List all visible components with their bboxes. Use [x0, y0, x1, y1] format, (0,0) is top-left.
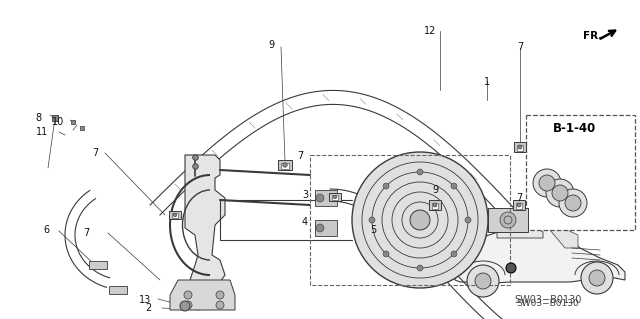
Bar [315, 220, 337, 236]
Circle shape [504, 216, 512, 224]
Text: 4: 4 [302, 217, 308, 227]
Circle shape [465, 217, 471, 223]
Bar [278, 160, 292, 170]
Text: 1: 1 [484, 77, 490, 87]
Circle shape [216, 291, 224, 299]
Text: 8: 8 [35, 113, 41, 123]
Circle shape [417, 265, 423, 271]
Text: 9: 9 [268, 40, 274, 50]
Circle shape [410, 210, 430, 230]
Bar [526, 115, 635, 230]
Circle shape [216, 301, 224, 309]
Polygon shape [185, 155, 225, 290]
Text: 10: 10 [52, 117, 64, 127]
Text: FR.: FR. [583, 31, 602, 41]
Bar [429, 200, 442, 210]
Text: 6: 6 [43, 225, 49, 235]
Circle shape [467, 265, 499, 297]
Circle shape [451, 183, 457, 189]
Polygon shape [497, 225, 543, 238]
Bar [330, 193, 340, 201]
Circle shape [173, 213, 177, 217]
Bar [172, 213, 178, 219]
Polygon shape [170, 280, 235, 310]
Text: 7: 7 [517, 42, 523, 52]
Text: 13: 13 [139, 295, 151, 305]
Bar [170, 211, 180, 219]
Circle shape [552, 185, 568, 201]
Text: SW03−B0130: SW03−B0130 [516, 299, 579, 308]
Circle shape [383, 251, 389, 257]
Circle shape [546, 179, 574, 207]
Bar [282, 163, 289, 169]
Circle shape [539, 175, 555, 191]
Text: 2: 2 [145, 303, 151, 313]
Circle shape [316, 224, 324, 232]
Text: 11: 11 [36, 127, 48, 137]
Circle shape [180, 301, 190, 311]
Circle shape [559, 189, 587, 217]
Bar [315, 190, 337, 206]
Text: SW03−B0130: SW03−B0130 [515, 295, 582, 305]
Circle shape [581, 262, 613, 294]
Circle shape [417, 169, 423, 175]
Circle shape [433, 203, 437, 207]
Bar [109, 286, 127, 294]
Circle shape [517, 203, 521, 207]
Bar [516, 203, 522, 209]
Circle shape [316, 194, 324, 202]
Text: 12: 12 [424, 26, 436, 36]
Text: 7: 7 [297, 151, 303, 161]
Text: 5: 5 [370, 225, 376, 235]
Circle shape [333, 195, 337, 199]
Bar [488, 208, 528, 232]
Circle shape [352, 152, 488, 288]
Circle shape [451, 251, 457, 257]
Bar [432, 203, 438, 209]
Bar [517, 145, 523, 151]
Circle shape [589, 270, 605, 286]
Text: 3: 3 [302, 190, 308, 200]
Circle shape [383, 183, 389, 189]
Polygon shape [455, 228, 625, 284]
Text: B-1-40: B-1-40 [554, 122, 596, 135]
Bar [513, 200, 525, 210]
Circle shape [184, 291, 192, 299]
Circle shape [184, 301, 192, 309]
Polygon shape [550, 228, 578, 248]
Circle shape [506, 263, 516, 273]
Bar [514, 142, 526, 152]
Bar [310, 155, 510, 285]
Circle shape [283, 163, 287, 167]
Text: 7: 7 [92, 148, 98, 158]
Circle shape [533, 169, 561, 197]
Circle shape [369, 217, 375, 223]
Circle shape [475, 273, 491, 289]
Circle shape [500, 212, 516, 228]
Bar [89, 261, 107, 269]
Text: 7: 7 [83, 228, 89, 238]
Text: 7: 7 [516, 193, 522, 203]
Bar [332, 195, 338, 200]
Circle shape [518, 145, 522, 149]
Circle shape [565, 195, 581, 211]
Text: 9: 9 [432, 185, 438, 195]
